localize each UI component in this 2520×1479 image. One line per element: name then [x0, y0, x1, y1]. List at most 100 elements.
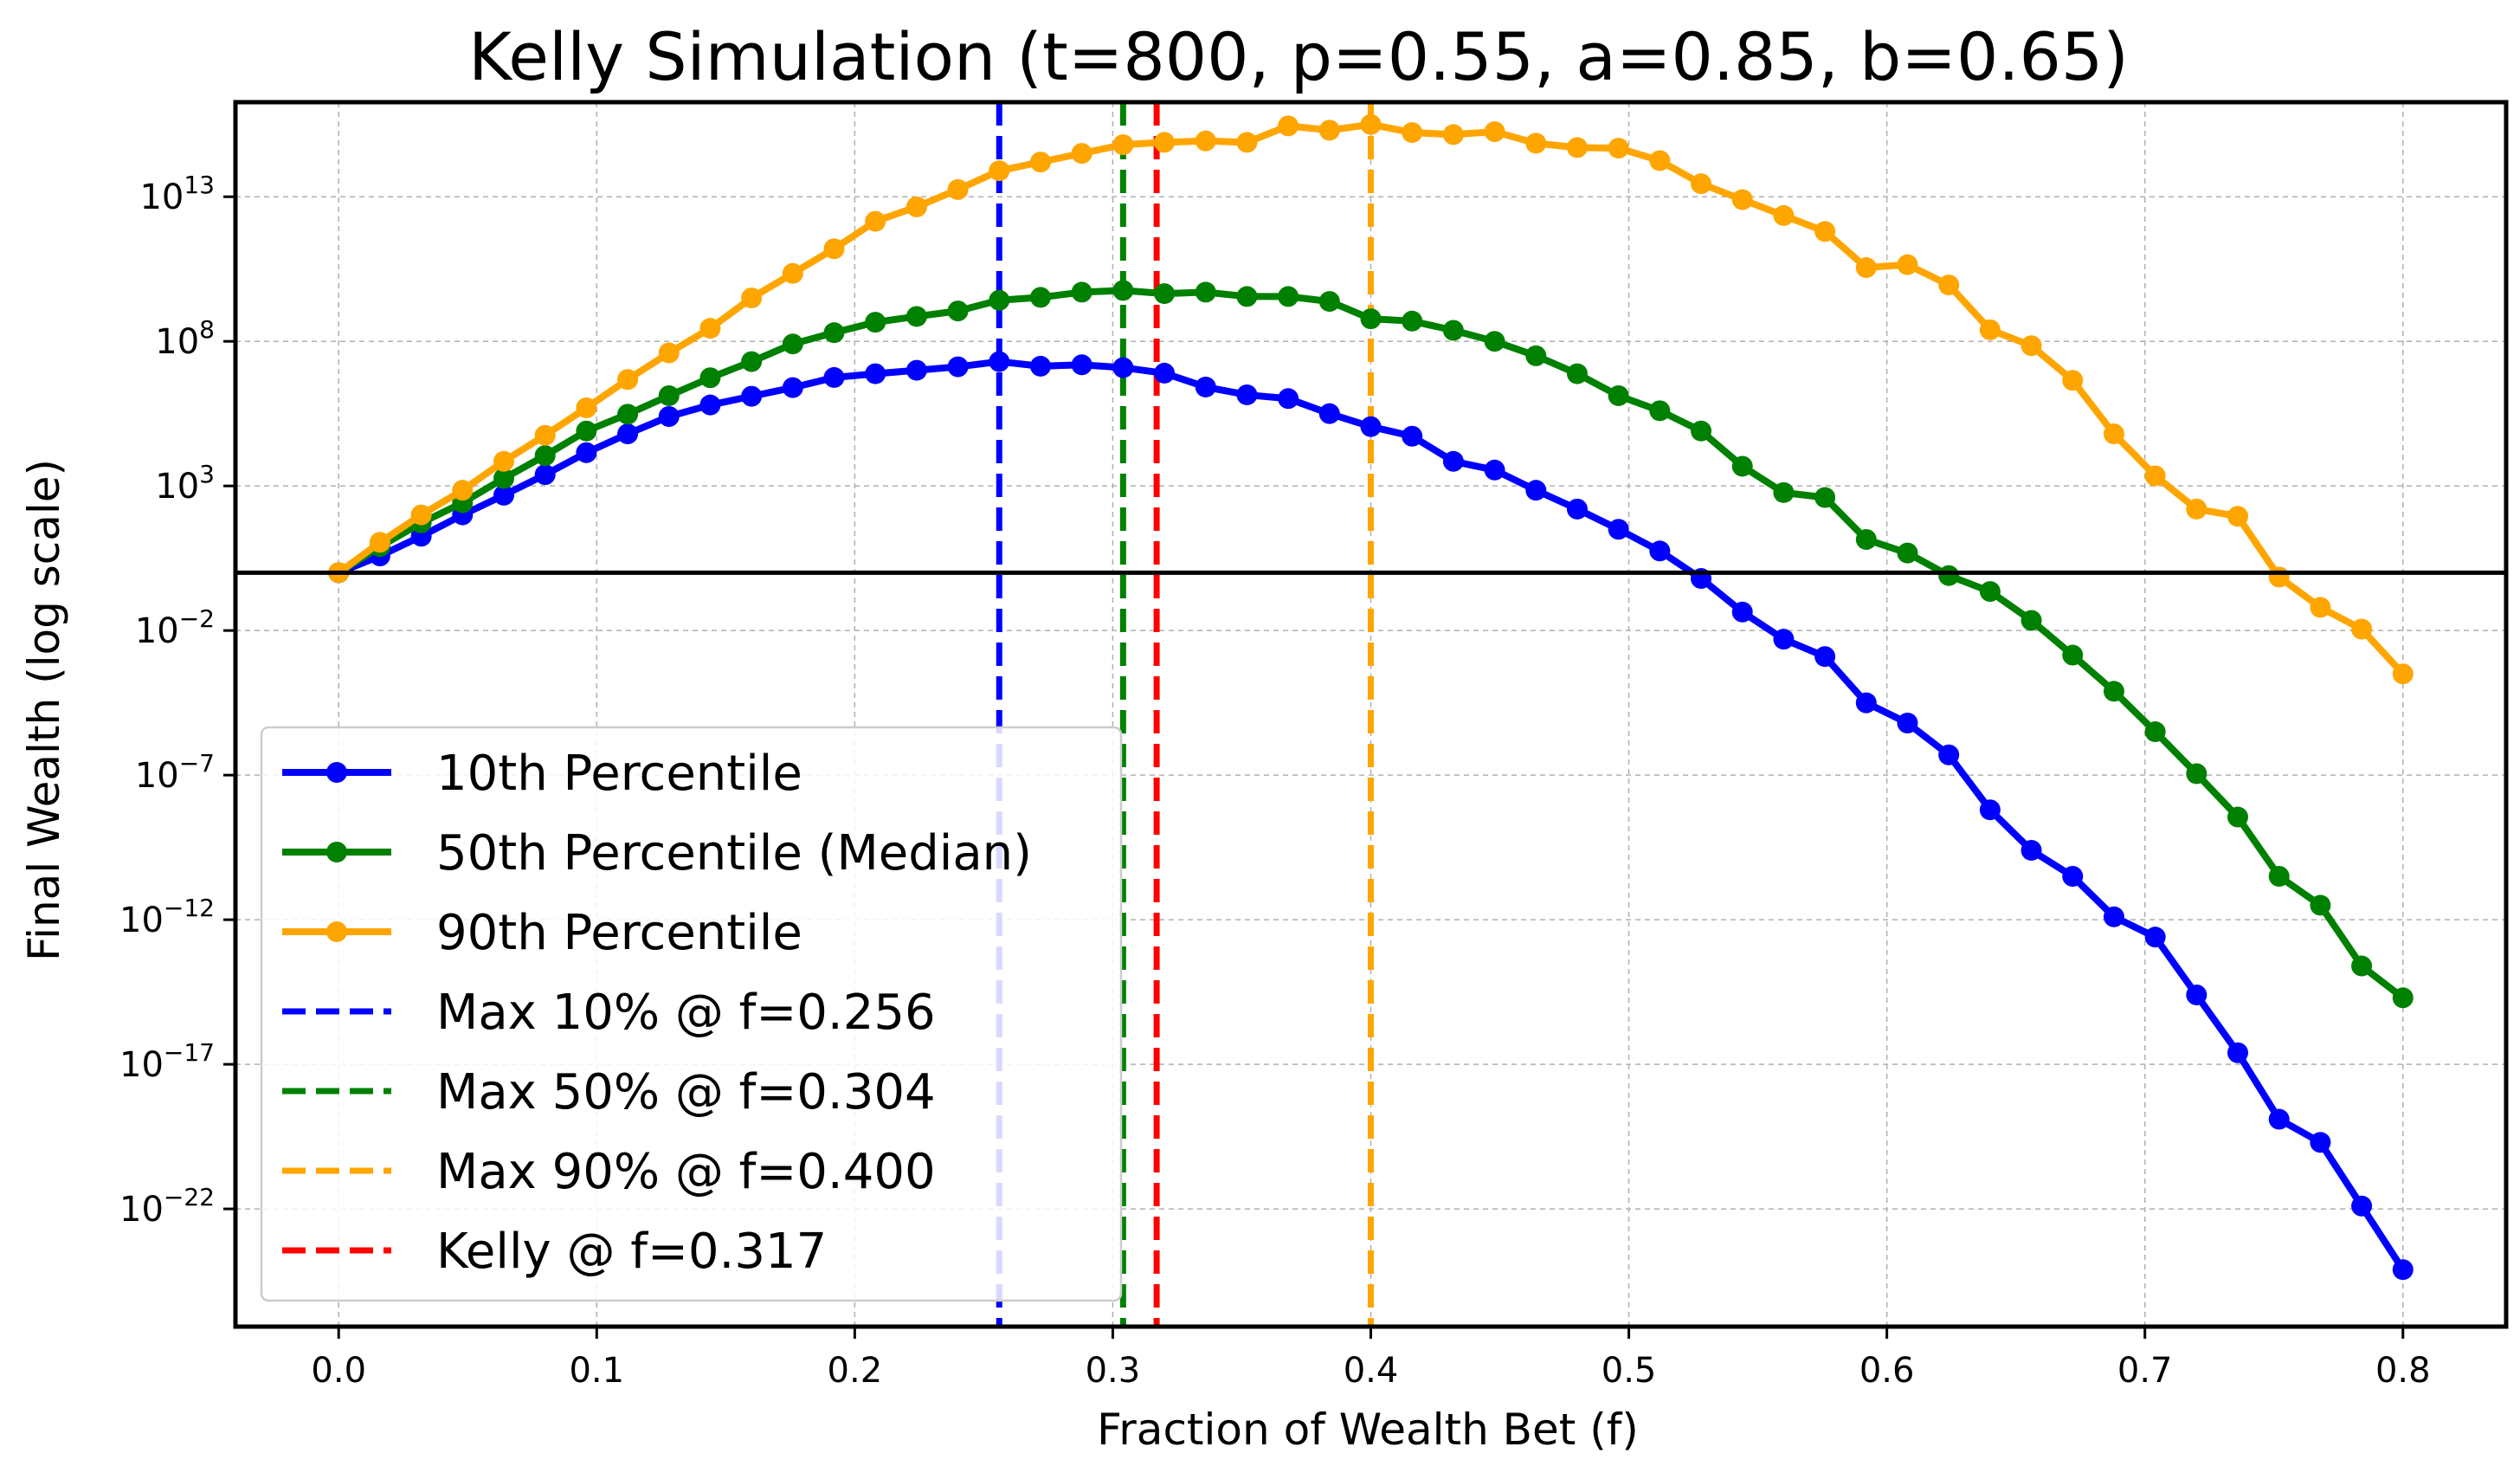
- series-0-point-44: [2144, 927, 2166, 948]
- series-0-point-28: [1484, 459, 1505, 481]
- series-0-point-49: [2351, 1195, 2373, 1217]
- series-0-point-25: [1360, 416, 1382, 437]
- y-axis-label: Final Wealth (log scale): [19, 459, 69, 961]
- series-2-point-18: [1071, 143, 1092, 165]
- series-2-point-46: [2227, 506, 2249, 527]
- series-1-point-30: [1566, 363, 1588, 384]
- series-2-point-31: [1608, 138, 1629, 159]
- series-2-point-10: [741, 287, 763, 309]
- legend-label-4: Max 50% @ f=0.304: [436, 1064, 936, 1121]
- series-2-point-19: [1112, 134, 1134, 156]
- series-2-point-29: [1525, 132, 1547, 154]
- series-2-point-50: [2392, 663, 2414, 685]
- series-2-point-41: [2021, 335, 2042, 357]
- series-1-point-11: [782, 333, 803, 355]
- series-1-point-45: [2186, 763, 2207, 785]
- series-2-point-22: [1236, 132, 1258, 153]
- y-tick-label-3: 10−2: [135, 604, 215, 651]
- series-1-point-13: [865, 312, 886, 333]
- series-0-point-47: [2268, 1108, 2290, 1130]
- series-2-point-43: [2103, 423, 2124, 445]
- series-2-point-25: [1360, 113, 1382, 135]
- series-1-point-23: [1278, 286, 1299, 307]
- series-1-point-41: [2021, 610, 2042, 631]
- series-1-point-14: [906, 306, 927, 327]
- series-0-point-6: [576, 442, 597, 463]
- series-2-point-14: [906, 196, 927, 217]
- y-tick-label-7: 10−22: [119, 1183, 215, 1230]
- series-0-point-50: [2392, 1259, 2414, 1281]
- series-0-point-46: [2227, 1042, 2249, 1063]
- series-2-point-40: [1979, 319, 2001, 340]
- series-0-point-19: [1112, 357, 1134, 378]
- series-1-point-12: [823, 322, 845, 344]
- series-2-point-28: [1484, 121, 1505, 143]
- x-tick-label-5: 0.5: [1602, 1351, 1657, 1391]
- series-1-point-40: [1979, 581, 2001, 603]
- series-0-point-32: [1649, 540, 1671, 562]
- series-1-point-28: [1484, 331, 1505, 352]
- series-1-point-27: [1442, 320, 1464, 341]
- y-tick-label-2: 103: [155, 460, 215, 507]
- series-2-point-48: [2310, 597, 2331, 618]
- series-1-point-22: [1236, 286, 1258, 307]
- x-tick-label-0: 0.0: [311, 1351, 366, 1391]
- y-tick-label-5: 10−12: [119, 894, 215, 940]
- series-0-point-24: [1318, 403, 1340, 424]
- series-1-point-50: [2392, 987, 2414, 1009]
- data-series: [235, 113, 2506, 1281]
- x-tick-label-3: 0.3: [1086, 1351, 1141, 1391]
- series-2-point-45: [2186, 498, 2207, 520]
- series-1-point-15: [947, 300, 969, 322]
- series-1-point-31: [1608, 384, 1629, 406]
- series-1-point-19: [1112, 280, 1134, 301]
- chart-title: Kelly Simulation (t=800, p=0.55, a=0.85,…: [468, 18, 2129, 95]
- series-0-point-5: [534, 464, 556, 486]
- series-2-point-4: [493, 450, 514, 472]
- series-2-point-3: [452, 480, 474, 501]
- series-1-point-32: [1649, 400, 1671, 422]
- series-0-point-8: [658, 406, 680, 428]
- series-0-point-11: [782, 377, 803, 398]
- series-2-point-13: [865, 210, 886, 232]
- legend-label-5: Max 90% @ f=0.400: [436, 1144, 936, 1200]
- series-2-point-21: [1195, 130, 1216, 152]
- series-1-point-8: [658, 384, 680, 406]
- series-2-point-2: [410, 504, 432, 526]
- series-1-point-7: [617, 404, 639, 425]
- series-0-point-42: [2062, 866, 2084, 888]
- series-2-point-17: [1029, 152, 1051, 173]
- series-2-point-47: [2268, 566, 2290, 588]
- series-2-point-16: [989, 160, 1010, 182]
- series-1-point-4: [493, 468, 514, 489]
- legend-marker-1: [326, 842, 347, 862]
- series-1-point-37: [1855, 528, 1877, 550]
- series-2-point-44: [2144, 465, 2166, 487]
- y-tick-label-6: 10−17: [119, 1038, 215, 1085]
- series-0-point-21: [1195, 376, 1216, 397]
- series-0-point-35: [1773, 629, 1795, 650]
- series-0-point-26: [1402, 425, 1423, 447]
- y-axis-ticks: 1013 108 103 10−2 10−7 10−12 10−17 10−22: [119, 171, 235, 1230]
- series-1-point-35: [1773, 481, 1795, 503]
- x-tick-label-6: 0.6: [1859, 1351, 1915, 1391]
- series-0-point-41: [2021, 839, 2042, 861]
- series-2-point-5: [534, 424, 556, 446]
- legend: 10th Percentile 50th Percentile (Median) 9…: [260, 726, 1123, 1302]
- series-2-point-49: [2351, 618, 2373, 640]
- series-1-point-34: [1731, 455, 1753, 477]
- series-0-point-43: [2103, 906, 2124, 927]
- series-0-point-4: [493, 484, 514, 506]
- series-2-point-8: [658, 342, 680, 364]
- series-1-point-49: [2351, 955, 2373, 977]
- series-2-point-35: [1773, 204, 1795, 226]
- series-1-point-16: [989, 289, 1010, 311]
- series-2-point-1: [369, 532, 390, 553]
- legend-marker-0: [326, 762, 347, 783]
- series-0-point-14: [906, 359, 927, 381]
- series-0-point-22: [1236, 384, 1258, 405]
- series-1-point-20: [1154, 283, 1176, 305]
- series-0-point-29: [1525, 480, 1547, 501]
- series-2-point-20: [1154, 132, 1176, 153]
